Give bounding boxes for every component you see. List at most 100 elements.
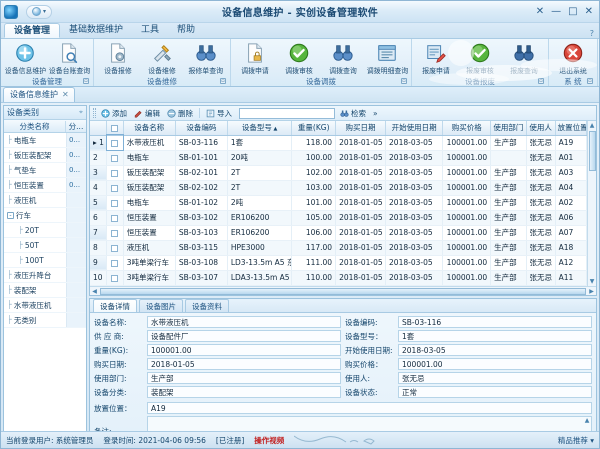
detail-tab[interactable]: 设备详情 <box>93 299 137 312</box>
row-checkbox[interactable] <box>111 169 119 177</box>
dialog-launcher-icon[interactable]: ▫ <box>220 78 226 84</box>
scroll-down-icon[interactable]: ▼ <box>589 278 595 285</box>
row-select-cell[interactable] <box>106 150 124 166</box>
toolbar-overflow-button[interactable]: » <box>373 108 378 118</box>
chevron-down-icon[interactable]: ▾ <box>43 7 47 15</box>
row-checkbox[interactable] <box>111 244 119 252</box>
select-all-checkbox[interactable] <box>111 124 119 132</box>
detail-field-value[interactable]: 生产部 <box>147 372 341 384</box>
menu-tab-tools[interactable]: 工具 <box>141 25 160 35</box>
detail-field-value[interactable]: 装配架 <box>147 386 341 398</box>
category-tree-node[interactable]: ├ 电瓶车 0... <box>4 133 86 148</box>
scroll-thumb[interactable] <box>588 131 596 171</box>
ribbon-button-device-repair[interactable]: 设备维修 <box>140 41 184 76</box>
row-checkbox[interactable] <box>111 259 119 267</box>
ribbon-button-transfer-detail-query[interactable]: 调拨明细查询 <box>365 41 409 76</box>
scroll-left-icon[interactable]: ◀ <box>92 287 97 295</box>
table-row[interactable]: 5 电瓶车 SB-01-102 2吨 101.00 2018-01-05 2018-03-0… <box>90 195 587 211</box>
scroll-up-icon[interactable]: ▲ <box>584 417 590 424</box>
ribbon-help-icon[interactable]: ? <box>589 29 594 38</box>
quick-access-toolbar[interactable]: ▾ <box>26 4 53 19</box>
grid-column-header[interactable]: 设备编码 <box>175 121 228 136</box>
detail-field-value[interactable]: 2018-03-05 <box>398 344 592 356</box>
grid-header-select-all[interactable] <box>106 121 124 136</box>
detail-tab[interactable]: 设备资料 <box>185 299 229 312</box>
category-tree-node[interactable]: ├ 100T <box>4 253 86 268</box>
tree-expander-icon[interactable]: - <box>7 211 14 219</box>
row-select-cell[interactable] <box>106 180 124 196</box>
table-row[interactable]: 7 恒压装置 SB-03-103 ER106200 106.00 2018-01-05 20… <box>90 225 587 241</box>
row-select-cell[interactable] <box>106 210 124 226</box>
document-tab-device-info-maintain[interactable]: 设备信息维护 ✕ <box>3 87 75 102</box>
ribbon-button-scrap-query[interactable]: 报废查询 <box>502 41 546 76</box>
category-tree-node[interactable]: ├ 无类别 <box>4 313 86 328</box>
table-row[interactable]: 8 液压机 SB-03-115 HPE3000 117.00 2018-01-05 2018… <box>90 240 587 256</box>
category-tree-node[interactable]: ├ 气垫车 0... <box>4 163 86 178</box>
status-recommend-link[interactable]: 精品推荐 ▾ <box>558 435 594 446</box>
category-tree-node[interactable]: ├ 恒压装置 0... <box>4 178 86 193</box>
row-checkbox[interactable] <box>111 154 119 162</box>
grid-column-header[interactable]: 设备型号 ▲ <box>227 121 293 136</box>
category-tree-node[interactable]: ├ 水带液压机 <box>4 298 86 313</box>
qat-save-icon[interactable] <box>32 7 41 16</box>
grid-column-header[interactable]: 开始使用日期 <box>385 121 444 136</box>
row-select-cell[interactable] <box>106 225 124 241</box>
category-tree-node[interactable]: ├ 液压升降台 <box>4 268 86 283</box>
close-button[interactable]: ✕ <box>584 5 593 17</box>
grid-column-header[interactable]: 重量(KG) <box>291 121 337 136</box>
ribbon-button-exit-system[interactable]: 退出系统 <box>551 41 595 76</box>
grid-search-input[interactable] <box>239 107 335 119</box>
detail-field-value[interactable]: 设备配件厂 <box>147 330 341 342</box>
ribbon-button-device-report-repair[interactable]: 设备报修 <box>96 41 140 76</box>
ribbon-button-transfer-apply[interactable]: 调拨申请 <box>233 41 277 76</box>
ribbon-button-device-ledger-query[interactable]: 设备台账查询 <box>47 41 91 76</box>
row-checkbox[interactable] <box>111 214 119 222</box>
detail-value-location[interactable]: A19 <box>147 402 592 414</box>
detail-field-value[interactable]: SB-03-116 <box>398 316 592 328</box>
dialog-launcher-icon[interactable]: ▫ <box>587 78 593 84</box>
grid-delete-button[interactable]: 删除 <box>165 108 195 119</box>
grid-column-header[interactable]: 使用人 <box>526 121 556 136</box>
toolbar-grip[interactable] <box>93 108 96 118</box>
menu-tab-basic-data[interactable]: 基础数据维护 <box>69 25 124 35</box>
detail-field-value[interactable]: 水带液压机 <box>147 316 341 328</box>
dialog-launcher-icon[interactable]: ▫ <box>83 78 89 84</box>
scroll-up-icon[interactable]: ▲ <box>589 122 595 129</box>
detail-field-value[interactable]: 2018-01-05 <box>147 358 341 370</box>
table-row[interactable]: 3 钣压装配架 SB-02-101 2T 102.00 2018-01-05 2018-03… <box>90 165 587 181</box>
menu-tab-device-management[interactable]: 设备管理 <box>4 23 61 38</box>
help-icon[interactable]: ✕ <box>535 5 545 17</box>
ribbon-button-transfer-query[interactable]: 调拨查询 <box>321 41 365 76</box>
detail-field-value[interactable]: 正常 <box>398 386 592 398</box>
category-tree-node[interactable]: - 行车 <box>4 208 86 223</box>
scroll-right-icon[interactable]: ▶ <box>589 287 594 295</box>
detail-field-value[interactable]: 张无忌 <box>398 372 592 384</box>
maximize-button[interactable]: □ <box>568 5 578 17</box>
grid-column-header[interactable]: 使用部门 <box>490 121 527 136</box>
column-header-category-name[interactable]: 分类名称 <box>4 120 66 132</box>
detail-field-value[interactable]: 100001.00 <box>398 358 592 370</box>
close-icon[interactable]: ✕ <box>62 90 69 99</box>
grid-column-header[interactable]: 设备名称 <box>123 121 176 136</box>
category-tree-node[interactable]: ├ 液压机 <box>4 193 86 208</box>
grid-vertical-scrollbar[interactable]: ▲ ▼ <box>587 121 596 286</box>
ribbon-button-scrap-audit[interactable]: 报废审核 <box>458 41 502 76</box>
grid-import-button[interactable]: 导入 <box>204 108 234 119</box>
ribbon-button-repair-order-query[interactable]: 报修单查询 <box>184 41 228 76</box>
ribbon-button-device-info-maintain[interactable]: 设备信息维护 <box>3 41 47 76</box>
ribbon-button-scrap-apply[interactable]: 报废申请 <box>414 41 458 76</box>
minimize-button[interactable]: — <box>551 5 562 17</box>
grid-edit-button[interactable]: 编辑 <box>132 108 162 119</box>
detail-field-value[interactable]: 100001.00 <box>147 344 341 356</box>
grid-column-header[interactable]: 购买价格 <box>442 121 492 136</box>
category-tree-node[interactable]: ├ 钣压装配架 0... <box>4 148 86 163</box>
row-select-cell[interactable] <box>106 240 124 256</box>
row-select-cell[interactable] <box>106 255 124 271</box>
grid-search-button[interactable]: 检索 <box>338 108 368 119</box>
row-checkbox[interactable] <box>111 199 119 207</box>
grid-add-button[interactable]: 添加 <box>99 108 129 119</box>
grid-column-header[interactable]: 放置位置 <box>555 121 587 136</box>
dialog-launcher-icon[interactable]: ▫ <box>538 78 544 84</box>
